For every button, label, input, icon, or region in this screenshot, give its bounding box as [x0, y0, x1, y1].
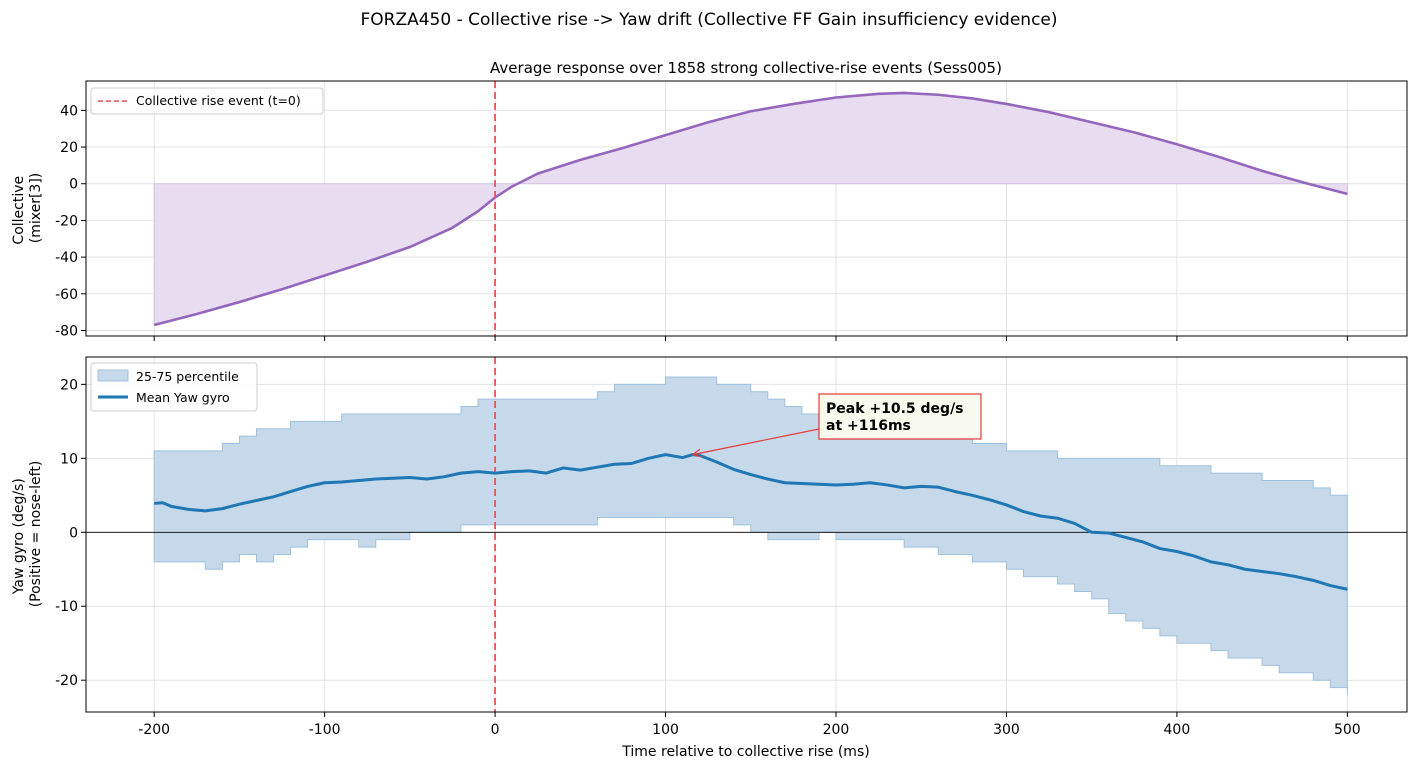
percentile-band: [153, 376, 1348, 695]
peak-annotation-line2: at +116ms: [826, 418, 911, 434]
peak-annotation-box: [818, 393, 982, 440]
bottom-xtick-label: 200: [823, 722, 850, 738]
top-legend: Collective rise event (t=0): [90, 87, 324, 115]
peak-annotation-arrowhead: [691, 448, 702, 458]
top-ytick-label: -60: [55, 287, 78, 303]
top-y-label-line2: (mixer[3]): [28, 173, 44, 244]
top-ytick-label: 40: [60, 103, 78, 119]
bottom-plot-area: [86, 357, 1407, 712]
bottom-xtick-label: 500: [1334, 722, 1361, 738]
bottom-y-axis-label: Yaw gyro (deg/s) (Positive = nose-left): [11, 461, 44, 608]
bottom-y-label-line1: Yaw gyro (deg/s): [11, 478, 27, 595]
legend-mean-label: Mean Yaw gyro: [136, 390, 230, 405]
mean-yaw-line: [154, 453, 1348, 591]
bottom-ytick-label: -20: [55, 673, 78, 689]
top-ticks: -80 -60 -40 -20 0 20 40: [55, 103, 1348, 341]
peak-annotation-line1: Peak +10.5 deg/s: [826, 401, 964, 417]
top-y-label-line1: Collective: [11, 176, 27, 245]
bottom-xtick-label: -100: [309, 722, 341, 738]
bottom-legend: 25-75 percentile Mean Yaw gyro: [90, 362, 258, 412]
bottom-xtick-label: 100: [652, 722, 679, 738]
collective-line: [153, 91, 1348, 327]
bottom-y-label-line2: (Positive = nose-left): [28, 461, 44, 608]
peak-annotation-text: Peak +10.5 deg/s at +116ms: [826, 401, 968, 434]
collective-area-fill: [153, 92, 1348, 326]
top-ytick-label: 0: [69, 177, 78, 193]
bottom-xtick-label: 400: [1164, 722, 1191, 738]
top-ytick-label: -40: [55, 250, 78, 266]
legend-band-swatch: [97, 369, 129, 382]
figure-title: FORZA450 - Collective rise -> Yaw drift …: [360, 10, 1057, 30]
peak-annotation: Peak +10.5 deg/s at +116ms: [691, 393, 982, 458]
top-chart-title: Average response over 1858 strong collec…: [490, 59, 1002, 77]
bottom-legend-box: [90, 362, 258, 412]
bottom-axes-frame: [85, 356, 1408, 713]
top-plot-area: [153, 81, 1348, 336]
top-legend-box: [90, 87, 324, 115]
top-ytick-label: -20: [55, 213, 78, 229]
top-ytick-label: -80: [55, 323, 78, 339]
bottom-xtick-label: 0: [491, 722, 500, 738]
top-ytick-label: 20: [60, 140, 78, 156]
bottom-ytick-label: 10: [60, 451, 78, 467]
top-axes-frame: [85, 80, 1408, 337]
bottom-ytick-label: -10: [55, 599, 78, 615]
peak-annotation-arrow: [692, 428, 820, 456]
legend-band-label: 25-75 percentile: [136, 369, 239, 384]
collective-panel: Average response over 1858 strong collec…: [11, 59, 1408, 341]
bottom-xtick-label: -200: [138, 722, 170, 738]
bottom-ytick-label: 20: [60, 377, 78, 393]
legend-event-label: Collective rise event (t=0): [136, 93, 301, 108]
bottom-ytick-label: 0: [69, 525, 78, 541]
top-y-axis-label: Collective (mixer[3]): [11, 171, 44, 244]
x-axis-label: Time relative to collective rise (ms): [621, 744, 869, 760]
bottom-xtick-label: 300: [993, 722, 1020, 738]
